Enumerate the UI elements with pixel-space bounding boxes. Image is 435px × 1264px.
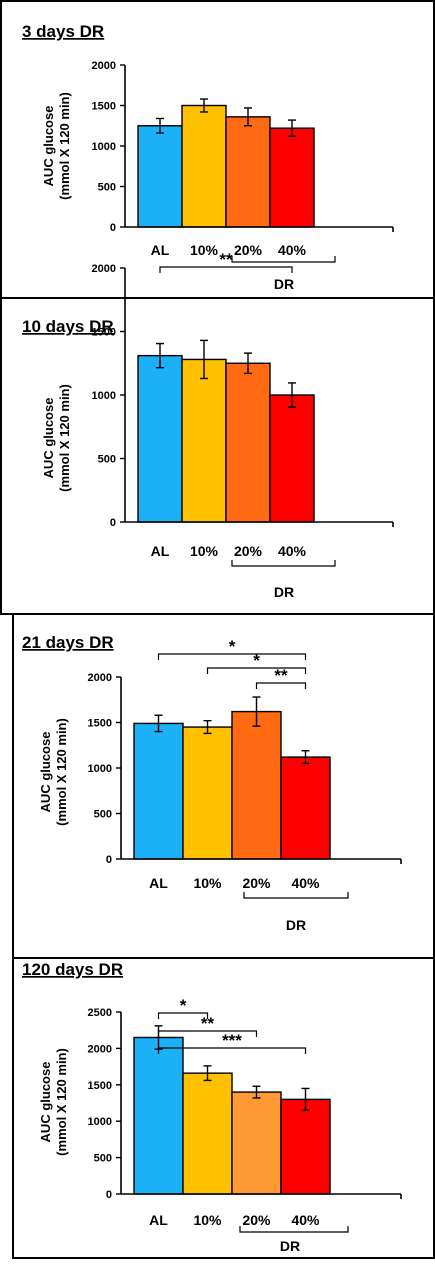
y-tick-label: 1000 — [92, 390, 116, 402]
y-tick-label: 2500 — [88, 1007, 112, 1019]
significance-bracket — [159, 266, 293, 273]
x-tick-label: 10% — [190, 242, 219, 258]
y-tick-label: 0 — [110, 517, 116, 529]
bar — [182, 726, 233, 860]
y-tick-label: 1500 — [88, 1080, 112, 1092]
y-tick-label: 2000 — [92, 263, 116, 275]
y-tick-label: 1500 — [92, 327, 116, 339]
x-tick-label: 20% — [242, 875, 271, 891]
group-label: DR — [274, 276, 294, 292]
y-axis-label: AUC glucose — [41, 398, 56, 479]
bar — [137, 125, 183, 228]
y-axis-label: AUC glucose — [38, 1062, 53, 1143]
bar — [181, 358, 227, 523]
panel-frame-4 — [12, 957, 435, 1259]
bar — [225, 116, 271, 228]
significance-label: ** — [274, 666, 288, 685]
x-tick-label: 40% — [291, 875, 320, 891]
x-tick-label: 40% — [291, 1212, 320, 1228]
y-axis-label: AUC glucose — [38, 732, 53, 813]
y-axis-label: (mmol X 120 min) — [57, 384, 72, 492]
bar — [133, 722, 184, 860]
panel-title: 10 days DR — [22, 317, 114, 336]
x-tick-label: AL — [149, 1212, 168, 1228]
bar — [225, 362, 271, 523]
panel-title: 120 days DR — [22, 960, 123, 979]
y-tick-label: 1000 — [88, 763, 112, 775]
significance-bracket — [157, 1030, 258, 1037]
y-tick-label: 0 — [110, 222, 116, 234]
y-tick-label: 1500 — [88, 718, 112, 730]
group-bracket — [231, 560, 336, 567]
x-tick-label: 40% — [278, 543, 307, 559]
group-bracket — [239, 1226, 349, 1233]
bar — [269, 127, 315, 228]
y-tick-label: 1000 — [88, 1116, 112, 1128]
significance-bracket — [157, 1047, 307, 1054]
significance-bracket — [206, 667, 307, 674]
x-tick-label: AL — [151, 242, 170, 258]
y-tick-label: 500 — [94, 809, 112, 821]
y-tick-label: 500 — [98, 182, 116, 194]
y-tick-label: 2000 — [88, 672, 112, 684]
group-bracket — [243, 892, 349, 899]
panel-title: 21 days DR — [22, 633, 114, 652]
bar — [182, 1072, 233, 1195]
x-tick-label: AL — [151, 543, 170, 559]
significance-bracket — [157, 653, 307, 660]
plots-layer: 0 500 1000 1500 2000 AL 10% 20% 40% 0 500 1000 1500 2… — [88, 60, 402, 1233]
x-tick-label: 10% — [193, 875, 222, 891]
bar — [133, 1036, 184, 1195]
significance-bracket — [157, 1012, 209, 1019]
y-axis-label: (mmol X 120 min) — [54, 1048, 69, 1156]
significance-label: * — [253, 651, 260, 670]
y-tick-label: 500 — [98, 454, 116, 466]
y-axis-label: AUC glucose — [41, 106, 56, 187]
x-tick-label: 20% — [242, 1212, 271, 1228]
y-axis-label: (mmol X 120 min) — [57, 92, 72, 200]
y-tick-label: 500 — [94, 1153, 112, 1165]
y-tick-label: 0 — [106, 854, 112, 866]
group-label: DR — [280, 1238, 300, 1254]
bar — [231, 710, 282, 860]
y-axis-label: (mmol X 120 min) — [54, 718, 69, 826]
x-tick-label: 10% — [190, 543, 219, 559]
significance-label: * — [180, 996, 187, 1015]
bar — [280, 756, 331, 860]
significance-label: *** — [222, 1031, 242, 1050]
y-tick-label: 2000 — [92, 60, 116, 72]
bar — [231, 1091, 282, 1195]
y-tick-label: 1000 — [92, 141, 116, 153]
significance-label: * — [229, 637, 236, 656]
x-tick-label: 10% — [193, 1212, 222, 1228]
x-tick-label: 20% — [234, 543, 263, 559]
bar — [280, 1098, 331, 1195]
y-tick-label: 2000 — [88, 1043, 112, 1055]
bar — [137, 354, 183, 523]
significance-bracket — [255, 682, 307, 689]
bar — [269, 394, 315, 523]
bar — [181, 104, 227, 228]
x-tick-label: AL — [149, 875, 168, 891]
x-tick-label: 20% — [234, 242, 263, 258]
group-bracket — [231, 256, 336, 263]
group-label: DR — [274, 584, 294, 600]
y-tick-label: 1500 — [92, 101, 116, 113]
x-tick-label: 40% — [278, 242, 307, 258]
significance-label: ** — [201, 1014, 215, 1033]
group-label: DR — [286, 917, 306, 933]
significance-label: ** — [219, 250, 233, 269]
panel-title: 3 days DR — [22, 22, 104, 41]
y-tick-label: 0 — [106, 1189, 112, 1201]
